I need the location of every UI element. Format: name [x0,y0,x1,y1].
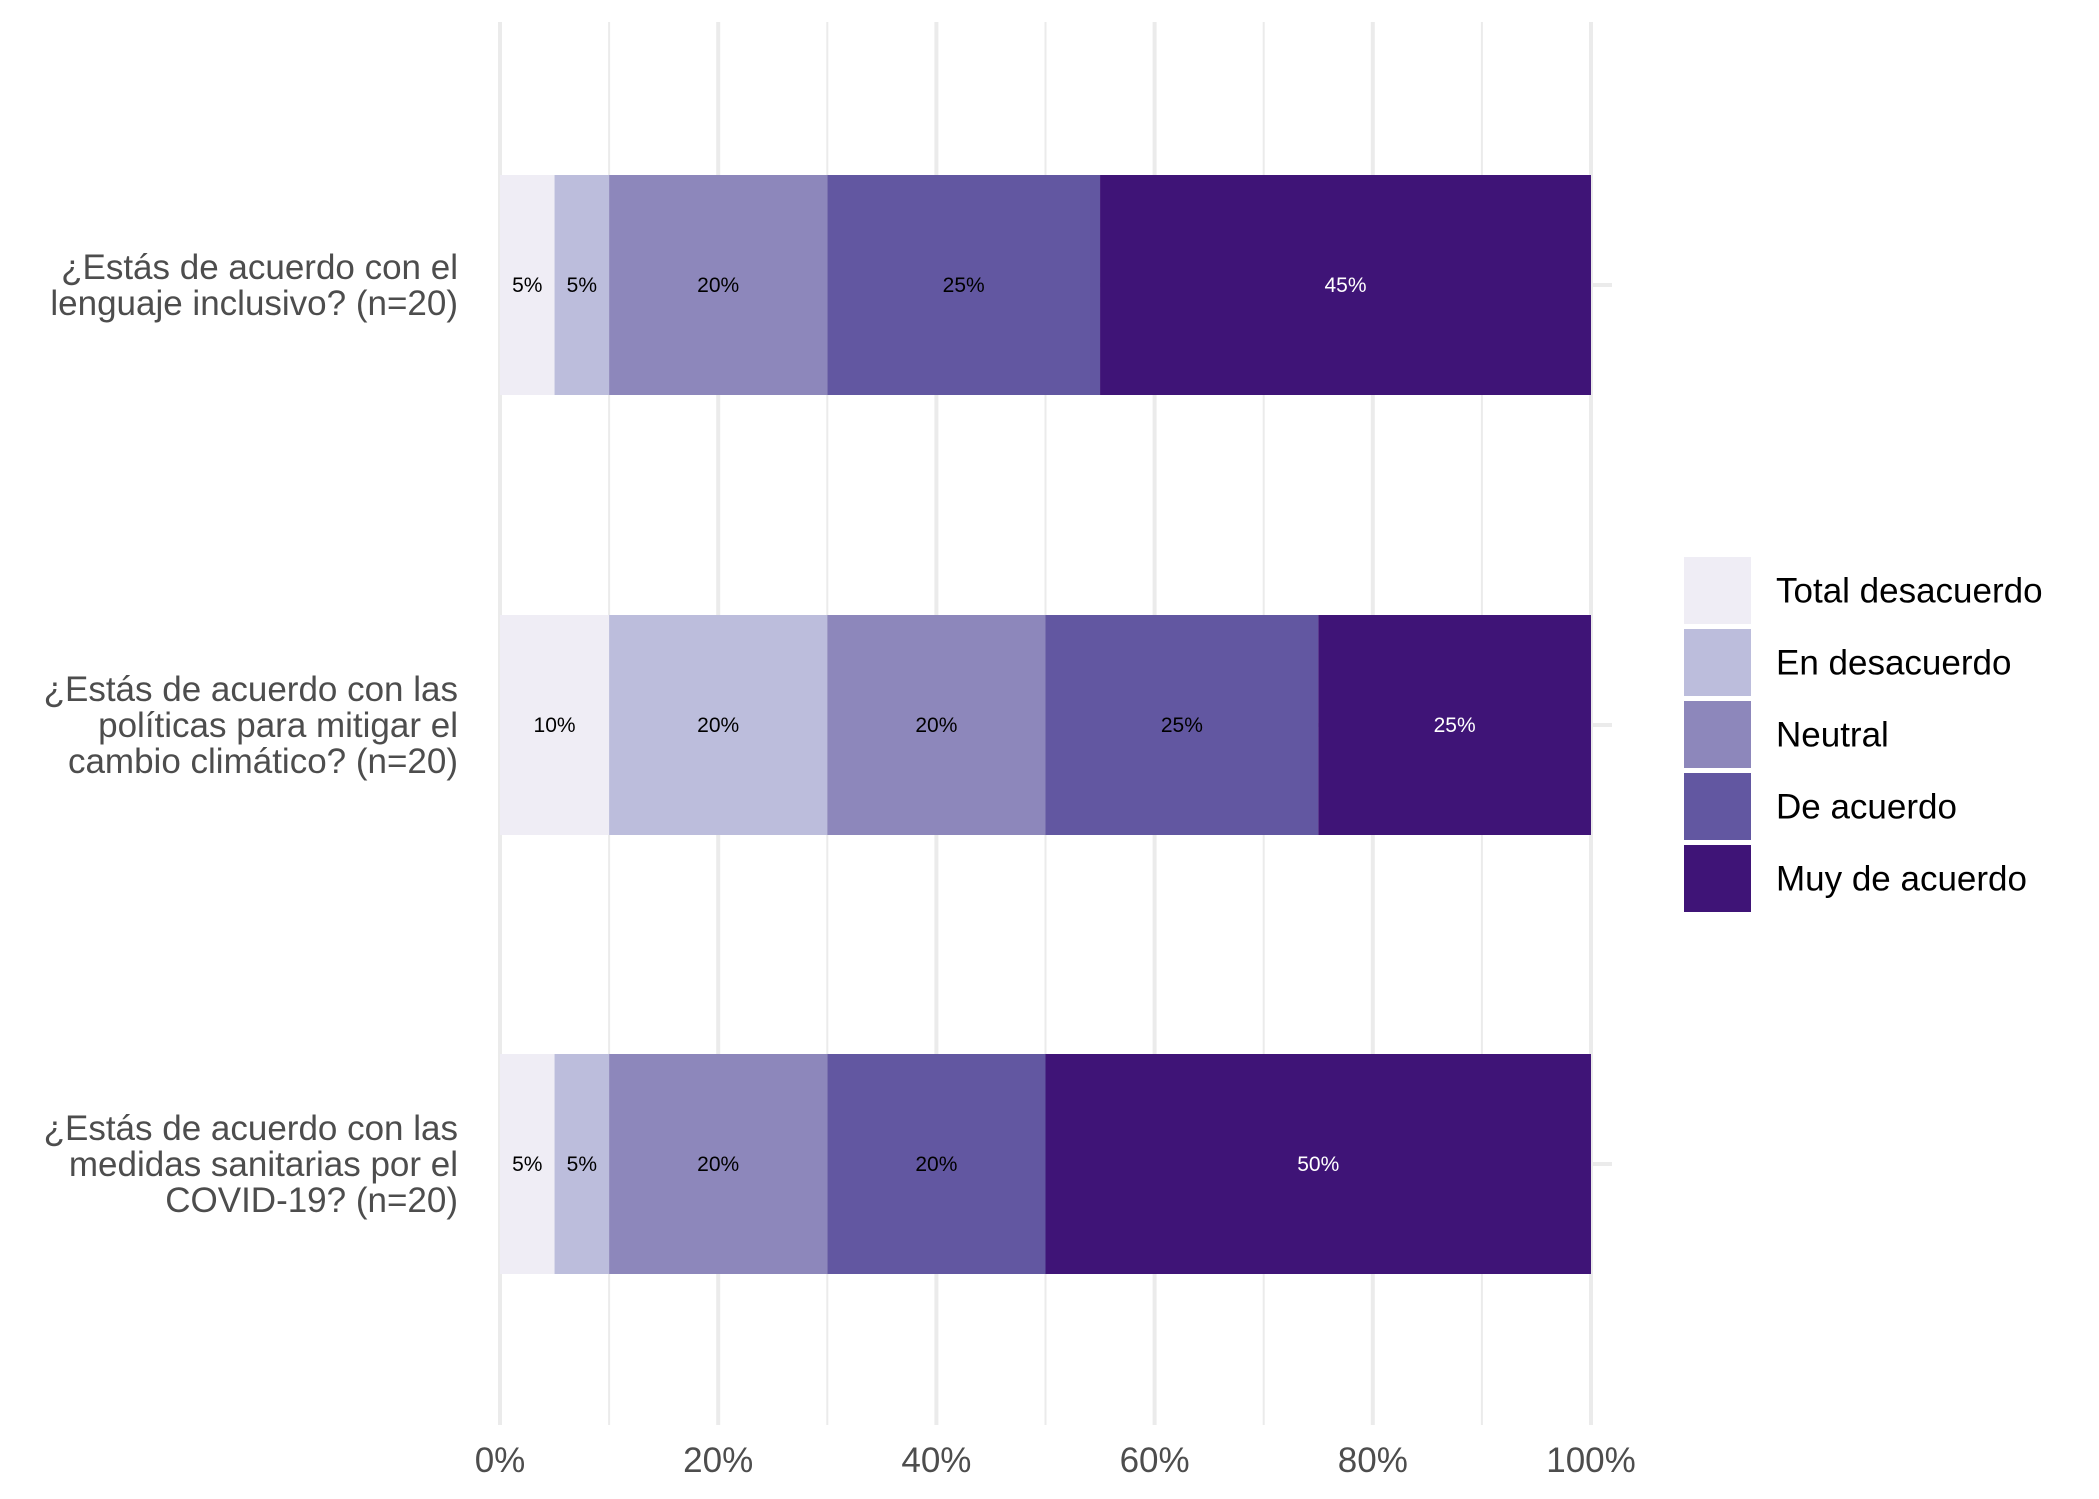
segment-value-label: 20% [697,1153,739,1176]
legend-label: En desacuerdo [1776,644,2011,683]
category-label: cambio climático? (n=20) [68,742,458,781]
segment-value-label: 20% [915,1153,957,1176]
x-tick-label: 40% [901,1441,971,1480]
bar-segment [1045,1054,1591,1274]
bar-segment [827,1054,1046,1274]
segment-value-label: 50% [1297,1153,1339,1176]
x-axis-tick-labels: 0% 20% 40% 60% 80% 100% [475,1441,1636,1480]
bar-segment [1100,175,1591,395]
segment-value-label: 20% [697,714,739,737]
category-label: políticas para mitigar el [98,706,458,745]
segment-value-label: 45% [1325,274,1367,297]
category-label: medidas sanitarias por el [69,1145,458,1184]
segment-value-label: 25% [1161,714,1203,737]
segment-labels: 5% 5% 20% 25% 45% 10% 20% 20% 25% 25% 5% 5% 20% 20% 50… [512,274,1476,1176]
legend-label: De acuerdo [1776,788,1957,827]
x-tick-label: 0% [475,1441,526,1480]
segment-value-label: 20% [697,274,739,297]
segment-value-label: 5% [512,274,542,297]
legend-label: Muy de acuerdo [1776,860,2027,899]
segment-value-label: 5% [512,1153,542,1176]
category-label: ¿Estás de acuerdo con las [44,670,458,709]
bars [500,175,1591,1274]
x-tick-label: 100% [1546,1441,1636,1480]
bar-segment [609,615,828,835]
legend-swatch [1684,701,1751,768]
bar-segment [1045,615,1319,835]
bar-segment [500,615,610,835]
segment-value-label: 10% [534,714,576,737]
bar-segment [609,175,828,395]
legend-label: Neutral [1776,716,1889,755]
legend-swatch [1684,557,1751,624]
bar-segment [554,1054,610,1274]
bar-segment [827,175,1101,395]
category-label: ¿Estás de acuerdo con las [44,1109,458,1148]
segment-value-label: 5% [567,274,597,297]
bar-segment [500,1054,555,1274]
legend-label: Total desacuerdo [1776,572,2043,611]
x-tick-label: 20% [683,1441,753,1480]
segment-value-label: 25% [1434,714,1476,737]
x-tick-label: 60% [1120,1441,1190,1480]
legend-swatch [1684,845,1751,912]
bar-segment [500,175,555,395]
bar-segment [1318,615,1591,835]
segment-value-label: 20% [915,714,957,737]
bar-segment [554,175,610,395]
legend-swatch [1684,629,1751,696]
category-label: COVID-19? (n=20) [165,1181,458,1220]
category-label: ¿Estás de acuerdo con el [61,248,458,287]
segment-value-label: 5% [567,1153,597,1176]
bar-segment [609,1054,828,1274]
legend: Total desacuerdo En desacuerdo Neutral De a… [1684,557,2043,912]
segment-value-label: 25% [943,274,985,297]
x-tick-label: 80% [1338,1441,1408,1480]
category-label: lenguaje inclusivo? (n=20) [50,284,458,323]
bar-segment [827,615,1046,835]
legend-swatch [1684,773,1751,840]
